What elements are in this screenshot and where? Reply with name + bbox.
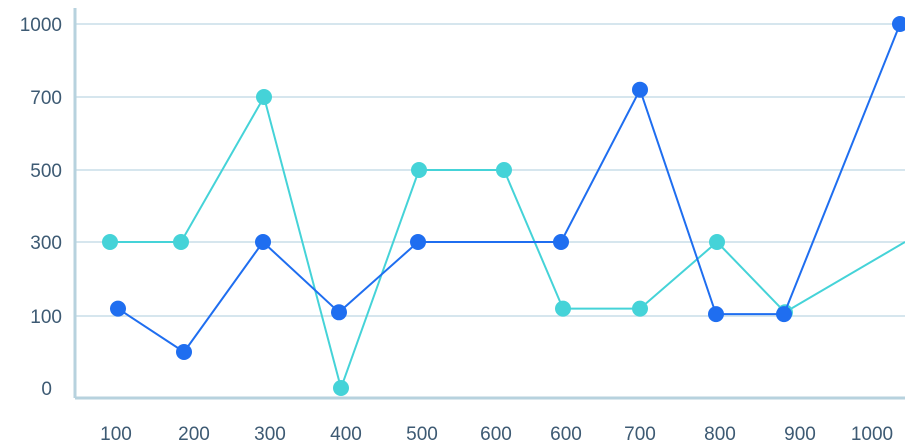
y-tick-label: 500 (30, 161, 62, 182)
y-tick-label: 300 (30, 233, 62, 254)
series-2-point (555, 300, 571, 317)
series-2-point (411, 162, 427, 178)
series-1-point (110, 300, 126, 317)
y-tick-label: 700 (30, 88, 62, 109)
series-1-point (776, 306, 792, 323)
y-tick-label: 1000 (20, 15, 62, 36)
series (102, 16, 905, 396)
y-tick-label: 100 (30, 307, 62, 328)
x-tick-label: 400 (330, 424, 362, 445)
x-tick-label: 500 (406, 424, 438, 445)
y-tick-labels: 0 100 300 500 700 1000 (20, 15, 62, 400)
series-1-point (331, 304, 347, 321)
y-tick-label: 0 (41, 379, 52, 400)
series-1-point (176, 344, 192, 360)
x-tick-label: 600 (480, 424, 512, 445)
x-tick-label: 700 (624, 424, 656, 445)
x-tick-label: 200 (178, 424, 210, 445)
series-2-point (496, 162, 512, 178)
x-tick-label: 800 (704, 424, 736, 445)
series-1 (110, 16, 905, 360)
series-2-point (709, 234, 725, 250)
series-1-point (708, 306, 724, 323)
axes (73, 8, 905, 400)
x-tick-label: 600 (550, 424, 582, 445)
x-tick-labels: 100 200 300 400 500 600 600 700 800 900 1000 (100, 424, 893, 445)
series-2-point (256, 89, 272, 105)
series-1-point (553, 234, 569, 250)
x-tick-label: 900 (784, 424, 816, 445)
series-1-point (410, 234, 426, 250)
series-2-point (102, 234, 118, 250)
series-2-point (173, 234, 189, 250)
series-1-point (255, 234, 271, 250)
series-2-point (632, 300, 648, 317)
series-1-point (892, 16, 905, 32)
x-tick-label: 300 (254, 424, 286, 445)
x-tick-label: 100 (100, 424, 132, 445)
series-1-point (632, 81, 648, 98)
series-2-point (333, 380, 349, 396)
x-tick-label: 1000 (851, 424, 893, 445)
series-1-line (117, 23, 901, 354)
